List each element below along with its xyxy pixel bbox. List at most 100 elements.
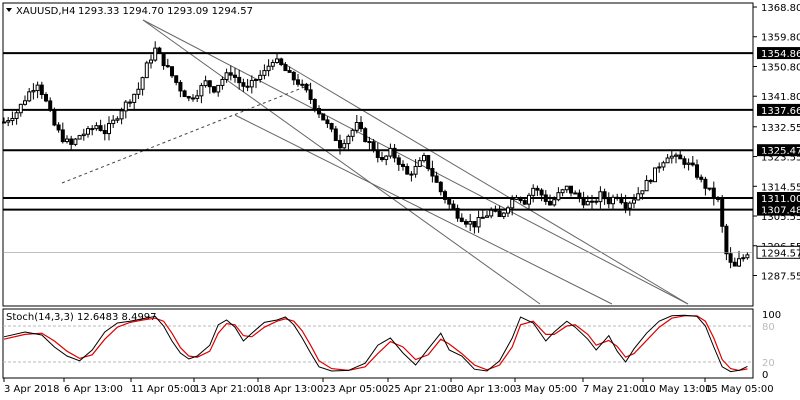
candle-body xyxy=(86,128,90,135)
price-tick-label: 1332.55 xyxy=(761,123,800,134)
candle-body xyxy=(375,149,380,159)
candle-body xyxy=(392,147,397,159)
candle-body xyxy=(464,220,468,225)
candle-body xyxy=(258,74,263,80)
ohlc-readout: 1293.33 1294.70 1293.09 1294.57 xyxy=(78,6,253,17)
candle-body xyxy=(674,154,678,157)
candle-body xyxy=(338,140,342,149)
candle-body xyxy=(644,179,649,192)
candle-body xyxy=(119,110,124,120)
candle-body xyxy=(707,187,712,190)
time-tick-label: 23 Apr 05:00 xyxy=(323,384,388,395)
candle-body xyxy=(44,94,48,102)
stoch-main-line xyxy=(3,314,748,373)
time-tick-label: 6 Apr 13:00 xyxy=(64,384,123,395)
candle-body xyxy=(510,198,515,209)
candle-body xyxy=(615,196,620,199)
candle-body xyxy=(161,53,166,67)
candle-body xyxy=(527,194,531,205)
candle-body xyxy=(115,118,120,121)
candle-body xyxy=(426,155,431,169)
candle-body xyxy=(619,197,624,204)
candlesticks xyxy=(2,41,750,269)
candle-body xyxy=(434,175,439,183)
candle-body xyxy=(438,181,443,193)
candle-body xyxy=(308,89,313,100)
price-tick-label: 1305.55 xyxy=(761,212,800,223)
candle-body xyxy=(686,162,691,165)
candle-body xyxy=(123,101,128,112)
candle-body xyxy=(590,200,594,203)
candle-body xyxy=(157,47,162,55)
candle-body xyxy=(506,207,510,214)
candle-body xyxy=(468,221,473,225)
candle-body xyxy=(262,70,267,76)
candle-body xyxy=(501,212,506,218)
candle-body xyxy=(18,103,23,114)
candle-body xyxy=(279,58,284,66)
candle-body xyxy=(602,191,607,200)
candle-body xyxy=(535,187,540,191)
candle-body xyxy=(522,200,527,205)
candle-body xyxy=(648,179,653,183)
candle-body xyxy=(556,192,561,201)
candle-body xyxy=(640,190,645,195)
chevron-down-icon xyxy=(6,8,12,12)
candle-body xyxy=(489,209,494,217)
candle-body xyxy=(514,197,519,200)
candle-body xyxy=(543,194,548,202)
candle-body xyxy=(241,82,246,87)
candle-body xyxy=(186,96,191,99)
candle-body xyxy=(2,121,6,124)
trendline-dashed xyxy=(61,83,313,184)
candle-body xyxy=(266,65,271,72)
stoch-header: Stoch(14,3,3) 12.6483 8.4997 xyxy=(6,312,157,323)
candle-body xyxy=(102,130,107,135)
candle-body xyxy=(518,197,523,202)
candle-body xyxy=(371,141,376,151)
candle-body xyxy=(363,128,368,143)
candle-body xyxy=(611,196,615,205)
candle-body xyxy=(682,158,687,165)
candle-body xyxy=(342,143,347,149)
candle-body xyxy=(191,97,195,100)
time-tick-label: 3 Apr 2018 xyxy=(4,384,59,395)
candle-body xyxy=(539,189,544,196)
candle-body xyxy=(317,107,321,115)
candle-body xyxy=(417,160,422,167)
candle-body xyxy=(27,91,32,102)
candle-body xyxy=(573,192,578,195)
price-tick-label: 1314.55 xyxy=(761,182,800,193)
candle-body xyxy=(732,261,737,267)
candle-body xyxy=(703,178,708,189)
candle-body xyxy=(665,157,670,164)
time-tick-label: 13 Apr 21:00 xyxy=(194,384,259,395)
time-tick-label: 7 May 21:00 xyxy=(583,384,645,395)
candle-body xyxy=(598,191,603,203)
candle-body xyxy=(711,187,716,199)
candle-body xyxy=(329,123,334,130)
candle-body xyxy=(216,84,221,93)
candle-body xyxy=(413,165,418,175)
candle-body xyxy=(128,101,132,104)
candle-body xyxy=(716,197,720,200)
candle-body xyxy=(287,70,292,73)
candle-body xyxy=(354,121,359,131)
candle-body xyxy=(132,93,137,103)
candle-body xyxy=(174,75,179,83)
candle-body xyxy=(228,72,233,76)
candle-body xyxy=(632,199,636,204)
level-price-label: 1311.00 xyxy=(761,194,800,205)
symbol-label: XAUUSD,H4 xyxy=(16,6,75,17)
candle-body xyxy=(384,155,389,161)
candle-body xyxy=(459,217,464,222)
candle-body xyxy=(35,84,40,92)
candle-body xyxy=(56,124,61,131)
candle-body xyxy=(140,77,145,90)
candle-body xyxy=(275,58,279,63)
candle-body xyxy=(90,128,95,131)
candle-body xyxy=(23,100,27,105)
candle-body xyxy=(312,98,317,109)
candle-body xyxy=(552,199,557,206)
